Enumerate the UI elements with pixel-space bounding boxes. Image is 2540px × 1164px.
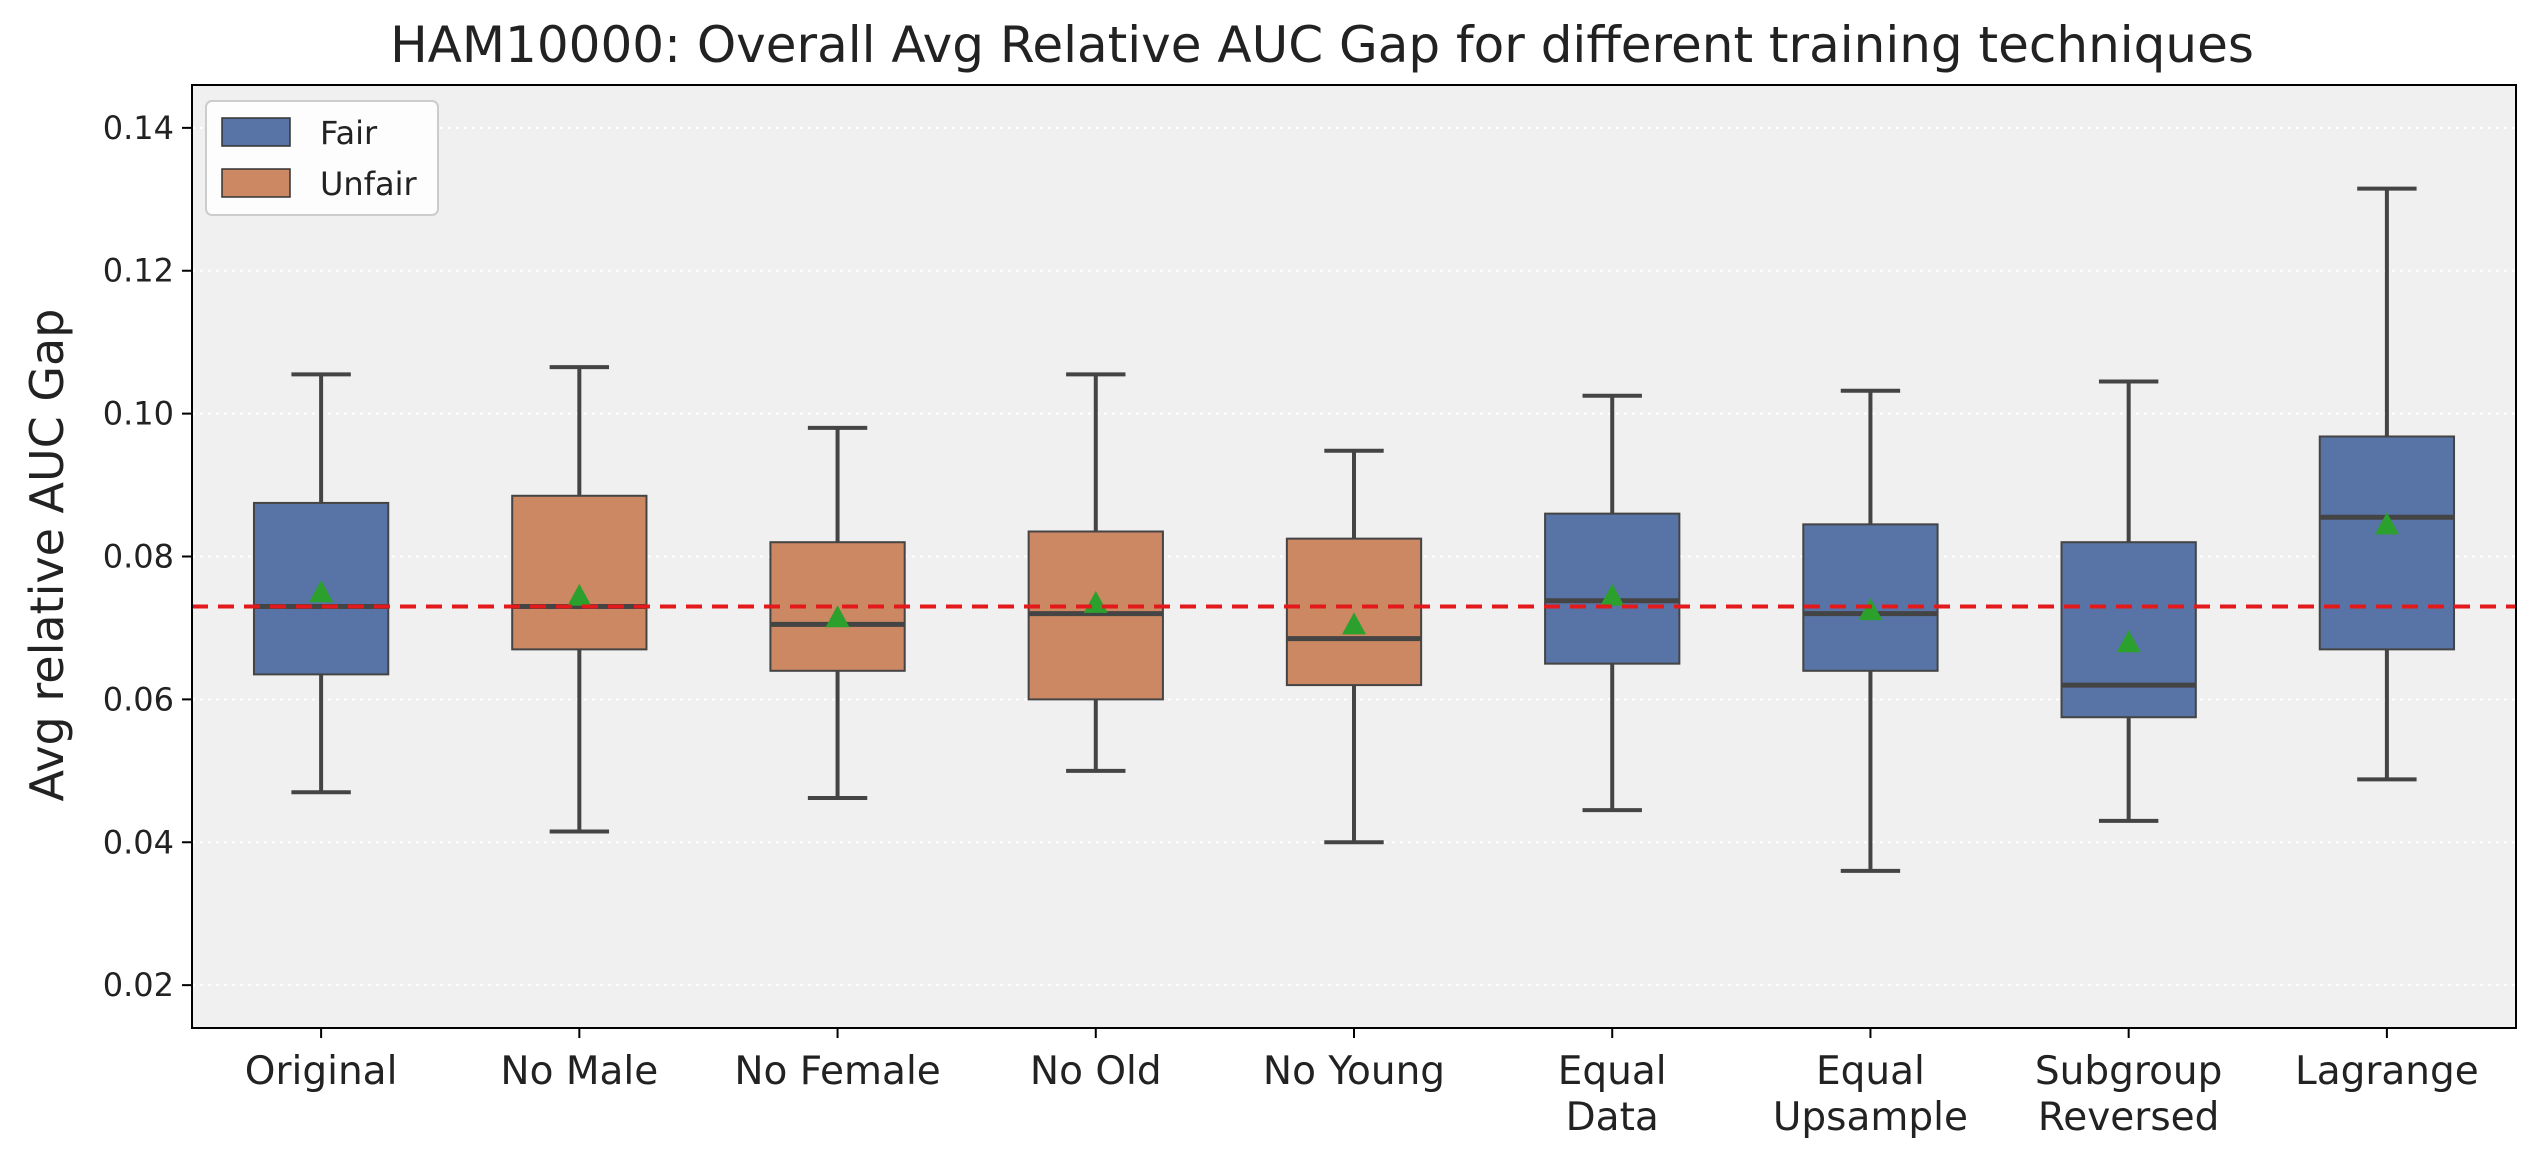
x-tick-label: No Young	[1263, 1049, 1445, 1094]
mean-marker	[309, 580, 334, 603]
x-tick-label-line: No Male	[500, 1049, 658, 1094]
x-tick-label: Lagrange	[2295, 1049, 2479, 1094]
y-tick-label: 0.14	[103, 109, 174, 147]
iqr-box	[511, 494, 648, 651]
x-axis-ticks: Original No Male No Female No Old No Young Eq…	[245, 1028, 2479, 1140]
iqr-box	[1285, 537, 1423, 687]
legend-label-unfair: Unfair	[320, 165, 417, 203]
mean-marker	[825, 605, 850, 628]
legend-label-fair: Fair	[320, 114, 378, 152]
x-tick-label: Equal Upsample	[1773, 1049, 1968, 1140]
x-tick-label-line: Data	[1566, 1095, 1659, 1140]
legend: Fair Unfair	[205, 100, 439, 216]
box-group	[1802, 388, 1939, 873]
y-axis-label: Avg relative AUC Gap	[20, 309, 74, 802]
box-group	[252, 372, 390, 795]
x-tick-label-line: Equal	[1816, 1049, 1925, 1094]
x-tick-label: Subgroup Reversed	[2035, 1049, 2223, 1140]
x-tick-label-line: Reversed	[2038, 1095, 2220, 1140]
mean-marker	[2374, 512, 2399, 535]
x-tick-label: Original	[245, 1049, 398, 1094]
x-tick-label: No Male	[500, 1049, 658, 1094]
x-tick-label-line: Subgroup	[2035, 1049, 2223, 1094]
plot-frame	[191, 84, 2517, 1029]
iqr-box	[2318, 435, 2456, 651]
box-series	[252, 186, 2456, 873]
y-tick-label: 0.02	[103, 966, 174, 1004]
y-tick-label: 0.12	[103, 252, 174, 290]
y-tick-label: 0.10	[103, 395, 174, 433]
mean-marker	[567, 583, 592, 606]
x-tick-label-line: Original	[245, 1049, 398, 1094]
mean-marker	[2116, 630, 2141, 653]
box-group	[1027, 372, 1164, 773]
y-axis-ticks: 0.02 0.04 0.06 0.08 0.10 0.12 0.14	[103, 109, 192, 1004]
mean-marker	[1858, 598, 1883, 621]
legend-swatch-unfair	[221, 168, 291, 198]
mean-marker	[1342, 612, 1366, 635]
y-tick-label: 0.04	[103, 823, 174, 861]
box-group	[2318, 186, 2456, 782]
x-tick-label-line: Equal	[1558, 1049, 1667, 1094]
chart-title: HAM10000: Overall Avg Relative AUC Gap f…	[390, 16, 2254, 74]
iqr-box	[1802, 523, 1939, 672]
mean-marker	[1600, 583, 1625, 606]
x-tick-label: No Female	[734, 1049, 940, 1094]
iqr-box	[252, 501, 390, 676]
box-group	[511, 365, 648, 834]
x-tick-label-line: Upsample	[1773, 1095, 1968, 1140]
iqr-box	[2060, 541, 2197, 719]
x-tick-label-line: No Female	[734, 1049, 940, 1094]
box-group	[1544, 393, 1681, 813]
x-tick-label-line: No Old	[1030, 1049, 1162, 1094]
x-tick-label-line: No Young	[1263, 1049, 1445, 1094]
x-tick-label-line: Lagrange	[2295, 1049, 2479, 1094]
box-group	[2060, 379, 2197, 823]
legend-swatch-fair	[221, 117, 291, 147]
x-tick-label: No Old	[1030, 1049, 1162, 1094]
x-tick-label: Equal Data	[1558, 1049, 1667, 1140]
y-tick-label: 0.06	[103, 680, 174, 718]
box-group	[1285, 448, 1423, 845]
y-tick-label: 0.08	[103, 538, 174, 576]
